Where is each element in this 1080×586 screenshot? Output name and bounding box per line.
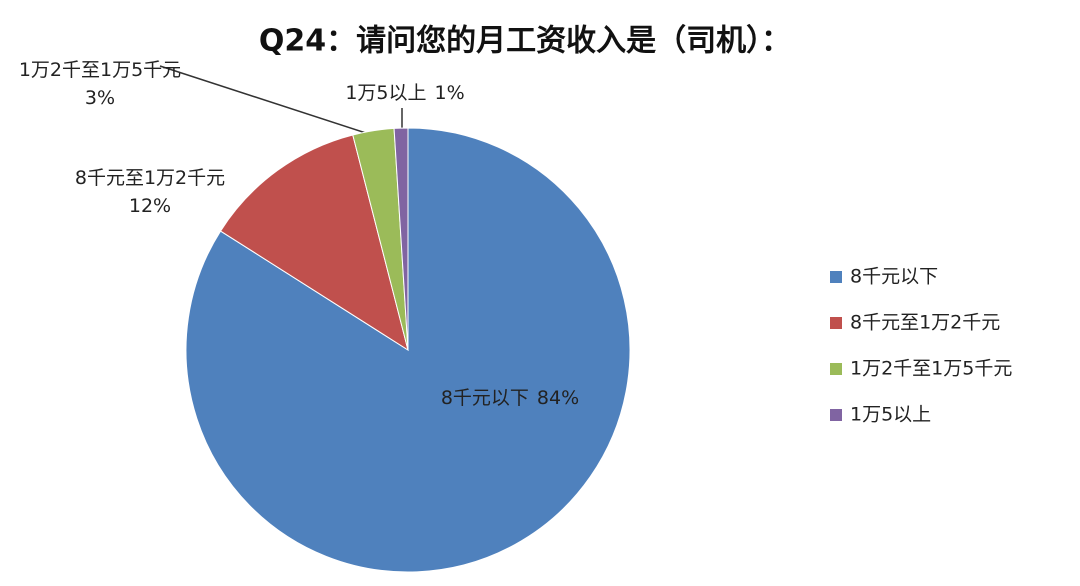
legend-label: 1万5以上 <box>850 404 931 426</box>
data-label: 8千元以下 84% <box>441 387 579 409</box>
data-label: 1万2千至1万5千元 3% <box>19 59 181 109</box>
leader-line <box>159 65 373 136</box>
legend-label: 1万2千至1万5千元 <box>850 358 1012 380</box>
legend-label: 8千元以下 <box>850 266 938 288</box>
data-label-value: 84% <box>537 387 579 409</box>
chart-title: Q24：请问您的月工资收入是（司机）： <box>259 24 791 59</box>
data-label-category: 8千元以下 <box>441 387 529 409</box>
data-label-value: 1% <box>435 82 465 104</box>
data-label-category: 8千元至1万2千元 <box>75 167 225 189</box>
data-label-category: 1万5以上 <box>345 82 426 104</box>
data-label-value: 12% <box>129 195 171 217</box>
legend-label: 8千元至1万2千元 <box>850 312 1000 334</box>
pie-slice <box>393 127 409 351</box>
data-label: 1万5以上 1% <box>345 82 464 104</box>
pie-slice <box>185 127 631 573</box>
data-label-category: 1万2千至1万5千元 <box>19 59 181 81</box>
pie-slice <box>219 134 409 352</box>
legend-swatch <box>830 317 842 329</box>
data-label-value: 3% <box>85 87 115 109</box>
data-label: 8千元至1万2千元 12% <box>75 167 225 217</box>
legend-swatch <box>830 363 842 375</box>
legend-swatch <box>830 409 842 421</box>
legend-swatch <box>830 271 842 283</box>
